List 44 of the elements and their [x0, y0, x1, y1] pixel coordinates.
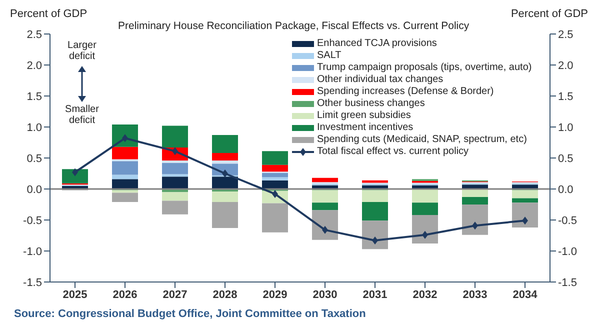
x-tick-label: 2026 — [112, 288, 138, 301]
y2-tick-label: 2.5 — [558, 28, 574, 41]
x-tick-label: 2032 — [412, 288, 438, 301]
legend-label: Spending increases (Defense & Border) — [317, 86, 494, 98]
y2-tick-label: 1.0 — [558, 122, 574, 134]
y2-tick-label: 1.5 — [558, 90, 574, 103]
y2-tick-label: 0.5 — [558, 152, 574, 165]
legend-label: Total fiscal effect vs. current policy — [317, 146, 469, 158]
y2-tick-label: 0.0 — [558, 184, 574, 196]
annotation: Larger deficit — [66, 40, 98, 62]
x-tick-label: 2025 — [62, 288, 88, 301]
legend-label: Enhanced TCJA provisions — [317, 38, 437, 50]
y-tick-label: -0.5 — [23, 214, 42, 227]
chart-title: Preliminary House Reconciliation Package, Fiscal Effects vs. Current Policy — [118, 20, 470, 32]
y-tick-label: 1.5 — [26, 90, 42, 103]
y-tick-label: 2.5 — [26, 28, 42, 41]
y2-axis-title: Percent of GDP — [510, 8, 588, 20]
y-tick-label: 1.0 — [26, 122, 42, 134]
x-tick-label: 2028 — [212, 288, 238, 301]
y-tick-label: 0.5 — [26, 152, 42, 165]
x-tick-label: 2031 — [362, 288, 388, 301]
y2-tick-label: -1.5 — [558, 276, 577, 289]
legend-label: Spending cuts (Medicaid, SNAP, spectrum, etc) — [317, 134, 527, 146]
x-tick-label: 2029 — [262, 288, 288, 301]
legend-label: Limit green subsidies — [317, 110, 411, 122]
x-tick-label: 2030 — [312, 288, 338, 301]
y-tick-label: 2.0 — [26, 60, 42, 72]
y2-tick-label: -0.5 — [558, 214, 577, 227]
legend-label: Trump campaign proposals (tips, overtime, auto) — [317, 62, 532, 74]
y-axis-title: Percent of GDP — [10, 8, 88, 20]
x-tick-label: 2033 — [462, 288, 488, 301]
y-tick-label: -1.5 — [23, 276, 42, 289]
annotation: Smaller deficit — [64, 104, 100, 126]
legend-label: Other individual tax changes — [317, 74, 444, 86]
y-tick-label: -1.0 — [23, 246, 42, 258]
legend-label: Investment incentives — [317, 122, 414, 134]
y-tick-label: 0.0 — [26, 184, 42, 196]
source-note: Source: Congressional Budget Office, Joint Committee on Taxation — [14, 308, 366, 320]
legend-label: SALT — [317, 50, 342, 62]
y2-tick-label: -1.0 — [558, 246, 577, 258]
legend-label: Other business changes — [317, 98, 425, 110]
y2-tick-label: 2.0 — [558, 60, 574, 72]
x-tick-label: 2027 — [162, 288, 188, 301]
x-tick-label: 2034 — [512, 288, 538, 301]
